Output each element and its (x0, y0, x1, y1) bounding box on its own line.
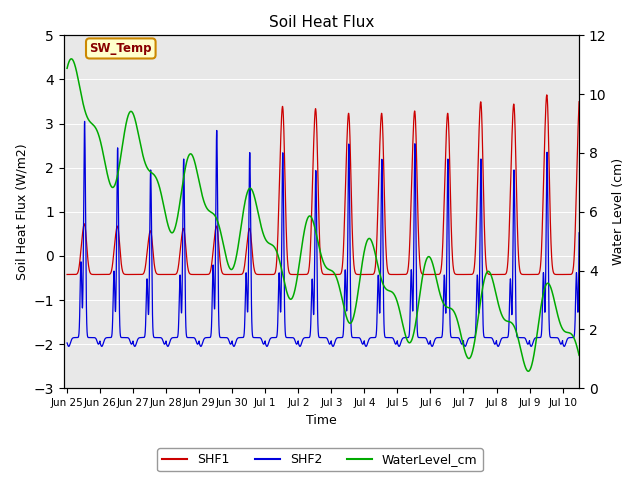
Y-axis label: Water Level (cm): Water Level (cm) (612, 158, 625, 265)
Text: SW_Temp: SW_Temp (90, 42, 152, 55)
Legend: SHF1, SHF2, WaterLevel_cm: SHF1, SHF2, WaterLevel_cm (157, 448, 483, 471)
Title: Soil Heat Flux: Soil Heat Flux (269, 15, 374, 30)
X-axis label: Time: Time (306, 414, 337, 427)
Y-axis label: Soil Heat Flux (W/m2): Soil Heat Flux (W/m2) (15, 144, 28, 280)
